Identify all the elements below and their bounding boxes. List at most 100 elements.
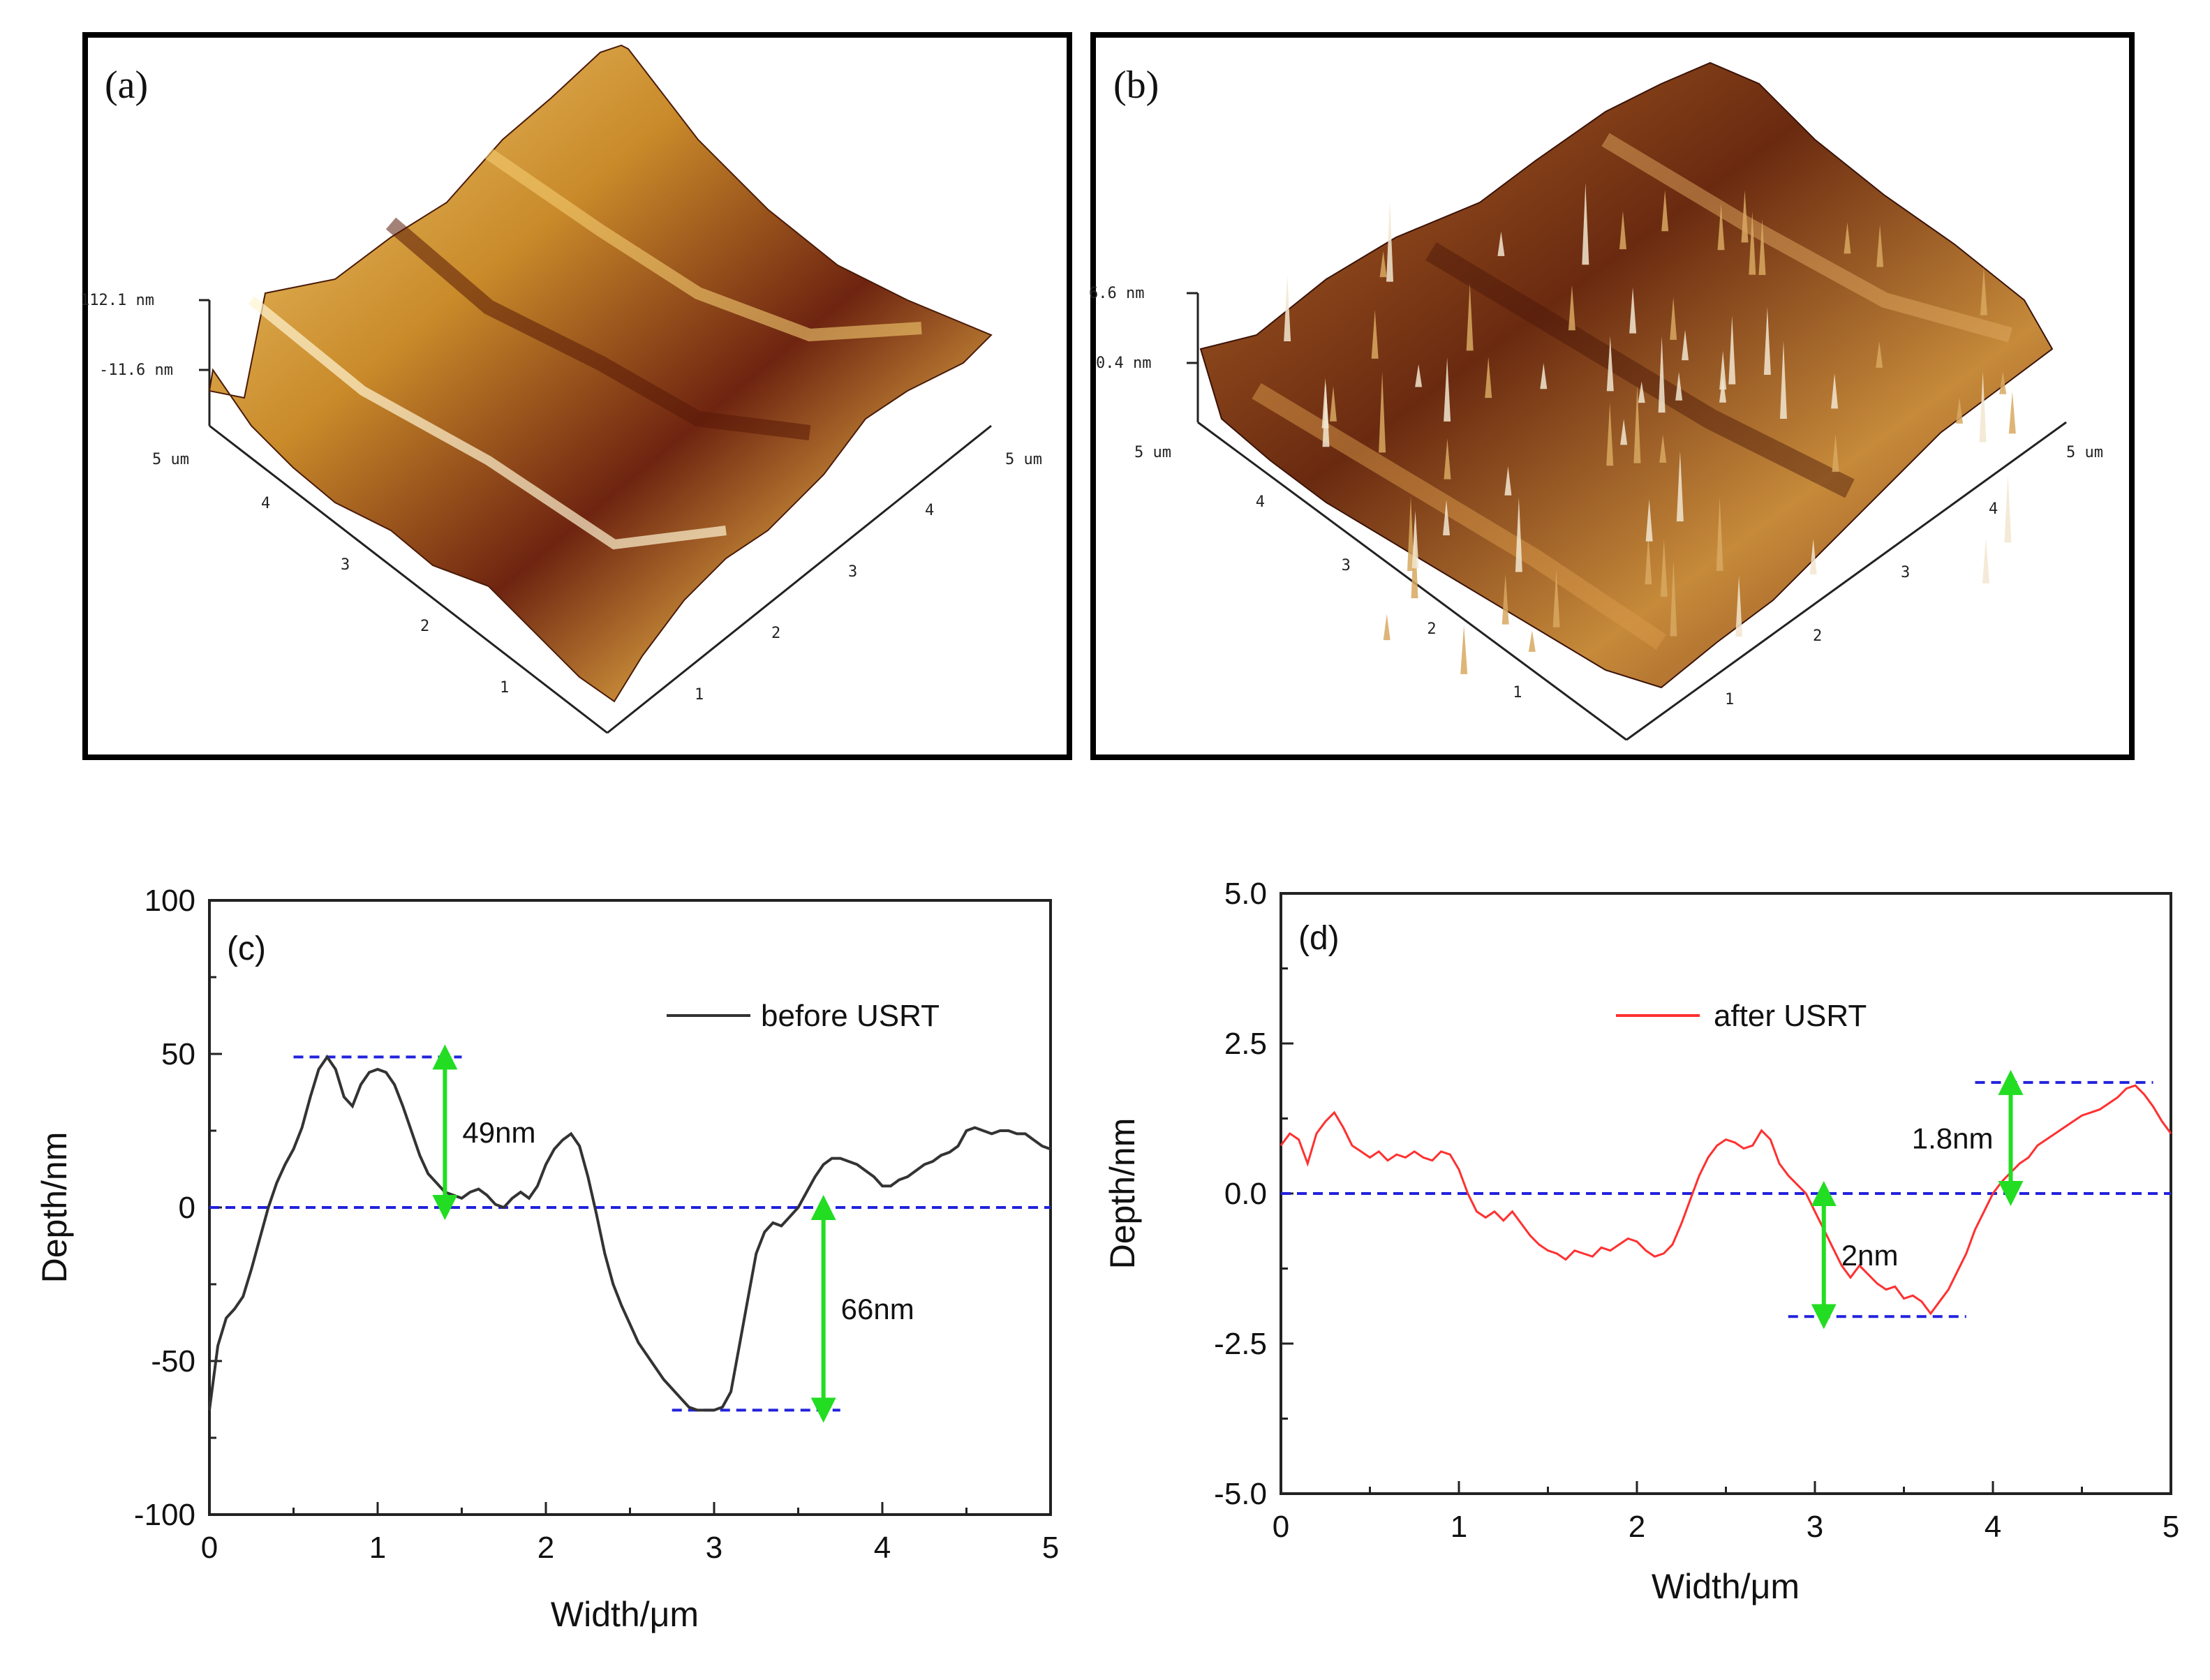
panel-b-spike [1645,499,1653,542]
y-tick-label: 2.5 [1224,1027,1267,1061]
x-tick-label: 3 [706,1531,722,1565]
panel-b-spike [1383,614,1390,641]
chart-d-legend-label: after USRT [1714,999,1867,1033]
x-tick-label: 4 [874,1531,891,1565]
chart-d-series-after-usrt [1280,1084,2172,1316]
x-tick-label: 1 [1451,1510,1467,1544]
panel-b-label: (b) [1113,64,1159,107]
chart-d-panel-label: (d) [1298,920,1340,957]
panel-b-z-bottom: 0.4 nm [1096,355,1151,372]
panel-b-spike [1638,381,1645,403]
panel-b-spike [1749,211,1756,275]
panel-b-spike [1552,568,1560,627]
panel-b-spike [1540,363,1548,389]
panel-b-spike [1321,378,1329,429]
panel-a-right-tick-4: 4 [925,502,934,519]
panel-b-spike [1460,625,1468,674]
panel-b-left-tick-4: 4 [1256,493,1265,511]
panel-b-spike [1501,574,1509,625]
x-tick-label: 2 [1629,1510,1645,1544]
y-tick-label: 5.0 [1224,877,1267,911]
panel-b-left-tick-2: 2 [1427,620,1436,638]
x-tick-label: 4 [1985,1510,2001,1544]
panel-a-left-tick-4: 4 [261,495,270,512]
panel-b-spike [1682,329,1689,361]
chart-c: (c) 0 1 2 3 4 5 -100 -50 0 50 100 49nm 66nm before … [35,884,1059,1634]
panel-b-right-axis [1626,421,2067,741]
panel-b-spike [1582,182,1589,265]
panel-b-spike [1658,336,1666,413]
chart-c-annotations: 49nm 66nm [432,1044,914,1423]
chart-c-series-before-usrt [208,1054,1051,1412]
panel-b-spike [1735,576,1743,637]
panel-a-z-bottom: -11.6 nm [99,362,173,379]
panel-a: (a) 112.1 nm -11.6 nm 5 um 5 um 4 3 2 1 4 3 2… [80,32,1072,760]
annotation-label: 1.8nm [1912,1122,1994,1154]
panel-b-spike [1844,222,1851,254]
panel-a-left-ticks: 4 3 2 1 [261,495,509,697]
panel-a-right-tick-2: 2 [771,625,780,642]
annotation-label: 49nm [462,1116,535,1149]
x-tick-label: 3 [1807,1510,1823,1544]
x-tick-label: 1 [369,1531,386,1565]
panel-b-spike [1619,210,1626,250]
panel-b-spike [1660,539,1668,597]
panel-b-spike [1606,336,1614,392]
panel-a-surface [208,44,993,703]
panel-b-spike [1716,496,1723,571]
panel-b-spike [1371,309,1379,359]
x-tick-label: 2 [537,1531,554,1565]
panel-b-surface [1199,61,2054,689]
y-tick-label: -5.0 [1214,1477,1267,1511]
y-tick-label: 50 [161,1037,195,1071]
panel-b-right-tick-4: 4 [1989,500,1998,518]
panel-b-spike [1719,376,1726,403]
panel-a-left-axis [209,424,608,734]
chart-c-legend-label: before USRT [761,999,940,1033]
panel-b-spike [1407,496,1415,572]
panel-b-spike [1497,231,1505,256]
panel-b-spikes [1284,182,2016,674]
panel-b-spike [1831,373,1839,409]
panel-b-spike [1415,364,1423,387]
panel-b-left-tick-3: 3 [1342,557,1351,574]
panel-a-right-ticks: 4 3 2 1 [695,502,934,704]
panel-b-spike [1982,538,1989,583]
x-tick-label: 5 [2163,1510,2179,1544]
panel-b-spike [1443,500,1451,535]
y-tick-label: 0 [179,1191,195,1225]
panel-b-spike [1379,371,1386,453]
panel-b-spike [1466,283,1474,351]
panel-b-left-ticks: 4 3 2 1 [1256,493,1522,701]
panel-b-spike [2004,474,2012,543]
y-tick-label: -100 [134,1498,195,1532]
panel-b: (b) 6.6 nm 0.4 nm 5 um 5 um 4 3 2 1 4 3 2 1 [1089,32,2135,760]
chart-c-ticks: 0 1 2 3 4 5 -100 -50 0 50 100 [134,884,1059,1565]
panel-b-spike [1779,341,1787,419]
panel-a-right-axis [607,424,992,734]
panel-b-spike [1832,433,1839,472]
chart-c-panel-label: (c) [227,930,266,967]
panel-b-spike [1485,357,1492,399]
panel-b-spike [1528,630,1536,652]
panel-b-right-tick-3: 3 [1901,564,1910,581]
y-tick-label: -50 [151,1344,195,1378]
panel-a-x-end: 5 um [1005,451,1042,468]
panel-b-spike [1444,357,1451,422]
panel-a-left-tick-3: 3 [341,556,350,574]
panel-b-spike [1717,203,1725,251]
panel-a-left-tick-1: 1 [500,679,509,697]
panel-a-label: (a) [105,64,148,107]
panel-b-right-ticks: 4 3 2 1 [1725,500,1998,708]
chart-d-ylabel: Depth/nm [1103,1118,1142,1270]
panel-a-left-tick-2: 2 [420,618,429,635]
panel-b-y-end: 5 um [1134,444,1171,461]
panel-b-spike [1386,202,1394,282]
panel-b-spike [1606,402,1614,466]
panel-b-x-end: 5 um [2066,444,2103,461]
panel-b-right-tick-1: 1 [1725,691,1734,708]
panel-a-right-tick-3: 3 [848,563,857,581]
panel-b-spike [1633,385,1641,463]
panel-b-spike [1670,297,1677,340]
panel-b-right-tick-2: 2 [1813,627,1822,645]
